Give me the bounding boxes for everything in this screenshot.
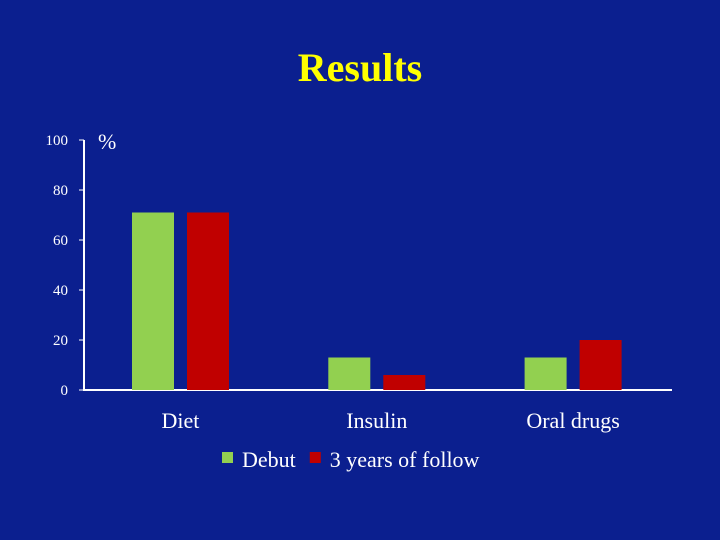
x-tick-label: Oral drugs (526, 408, 619, 433)
y-tick-label: 0 (61, 383, 69, 399)
bar-diet-debut (132, 212, 174, 390)
bar-insulin-followup (383, 375, 426, 390)
legend-swatch (222, 452, 233, 463)
y-tick-label: 20 (53, 333, 68, 349)
bar-insulin-debut (328, 357, 371, 390)
bar-oral-drugs-debut (524, 357, 567, 390)
y-tick-label: 100 (46, 133, 69, 149)
y-tick-label: 60 (53, 233, 68, 249)
slide-title: Results (297, 45, 423, 90)
y-tick-label: 80 (53, 183, 68, 199)
legend-label: Debut (242, 447, 296, 472)
y-tick-label: 40 (53, 283, 68, 299)
y-axis-label: % (98, 129, 116, 154)
x-tick-label: Diet (162, 408, 200, 433)
bar-diet-followup (187, 212, 229, 390)
bar-oral-drugs-followup (579, 340, 622, 390)
x-tick-label: Insulin (346, 408, 407, 433)
legend-swatch (309, 452, 321, 463)
legend-label: 3 years of follow (330, 447, 480, 472)
